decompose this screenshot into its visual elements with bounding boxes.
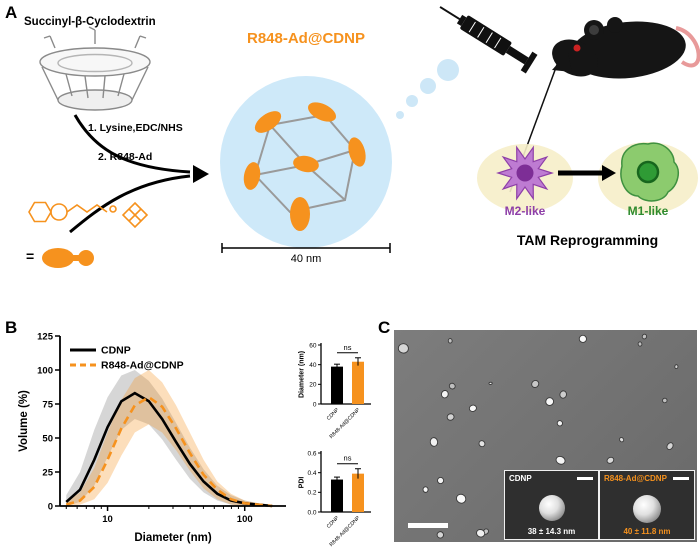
scale-bar-label: 40 nm: [290, 253, 322, 265]
equals-sign: =: [26, 248, 35, 264]
svg-text:CDNP: CDNP: [101, 345, 131, 357]
svg-text:CDNP: CDNP: [326, 407, 341, 422]
bubbles: [396, 59, 459, 119]
svg-text:PDI: PDI: [299, 477, 306, 489]
nanoparticle-sphere: [220, 76, 392, 248]
svg-text:20: 20: [309, 382, 317, 389]
svg-text:Diameter (nm): Diameter (nm): [299, 351, 306, 398]
reaction-step-1: 1. Lysine,EDC/NHS: [88, 122, 183, 134]
r848-structure: [28, 201, 149, 229]
panel-b-label: B: [5, 318, 18, 337]
svg-text:0.4: 0.4: [307, 470, 316, 477]
svg-text:ns: ns: [344, 454, 352, 463]
mouse-eye: [573, 44, 581, 52]
reactant-label: Succinyl-β-Cyclodextrin: [24, 16, 156, 28]
svg-text:0.6: 0.6: [307, 450, 316, 457]
product-title: R848-Ad@CDNP: [247, 30, 365, 47]
svg-text:0.0: 0.0: [307, 509, 316, 516]
r848-legend-shape: [42, 248, 94, 268]
svg-text:ns: ns: [344, 343, 352, 352]
reaction-arrows: [69, 114, 209, 234]
inset-label: CDNP: [509, 474, 532, 483]
syringe-icon: [439, 6, 538, 74]
mouse-illustration: [552, 17, 700, 79]
inset-particle: [633, 495, 661, 523]
dls-volume-chart: 0 25 50 75 100 125 10 100 Diameter (nm) Volume (%…: [18, 332, 286, 544]
svg-text:Diameter (nm): Diameter (nm): [134, 532, 211, 544]
svg-text:50: 50: [42, 434, 53, 445]
inset-scale-bar: [577, 477, 593, 480]
svg-text:10: 10: [102, 514, 113, 525]
svg-text:40: 40: [309, 362, 317, 369]
sem-inset-r848: R848-Ad@CDNP 40 ± 11.8 nm: [599, 470, 695, 540]
svg-text:100: 100: [237, 514, 253, 525]
tam-caption: TAM Reprogramming: [516, 232, 659, 248]
inset-particle: [538, 495, 565, 521]
inset-scale-bar: [673, 477, 689, 480]
svg-text:0: 0: [313, 401, 317, 408]
cyclodextrin-structure: [39, 26, 151, 111]
reprogram-arrow: [558, 165, 616, 181]
svg-text:60: 60: [309, 342, 317, 349]
sem-scale-bar: [408, 523, 448, 528]
svg-text:Volume (%): Volume (%): [18, 390, 30, 452]
svg-text:0.2: 0.2: [307, 490, 316, 497]
m1-cell: [620, 142, 680, 202]
svg-text:125: 125: [37, 332, 54, 343]
inset-measurement: 38 ± 14.3 nm: [527, 527, 576, 536]
svg-text:75: 75: [42, 400, 53, 411]
panel-a-illustration: [28, 6, 700, 268]
sem-inset-cdnp: CDNP 38 ± 14.3 nm: [504, 470, 599, 540]
svg-text:CDNP: CDNP: [326, 515, 341, 530]
m2-cell-label: M2-like: [504, 204, 546, 218]
svg-text:100: 100: [37, 366, 53, 377]
svg-text:R848-Ad@CDNP: R848-Ad@CDNP: [101, 360, 184, 372]
sem-particles: [397, 333, 679, 539]
inset-measurement: 40 ± 11.8 nm: [623, 527, 671, 536]
svg-text:0: 0: [48, 502, 53, 513]
r848-units: [243, 102, 366, 231]
panel-a-label: A: [5, 3, 18, 22]
scale-bar-line: [221, 243, 391, 253]
m1-cell-label: M1-like: [627, 204, 669, 218]
m2-cell: [495, 145, 555, 201]
svg-text:25: 25: [42, 468, 53, 479]
inset-label: R848-Ad@CDNP: [604, 474, 667, 483]
sem-image: CDNP 38 ± 14.3 nm R848-Ad@CDNP 40 ± 11.8…: [394, 330, 697, 542]
panel-c-label: C: [378, 318, 391, 337]
reaction-step-2: 2. R848-Ad: [98, 151, 153, 163]
